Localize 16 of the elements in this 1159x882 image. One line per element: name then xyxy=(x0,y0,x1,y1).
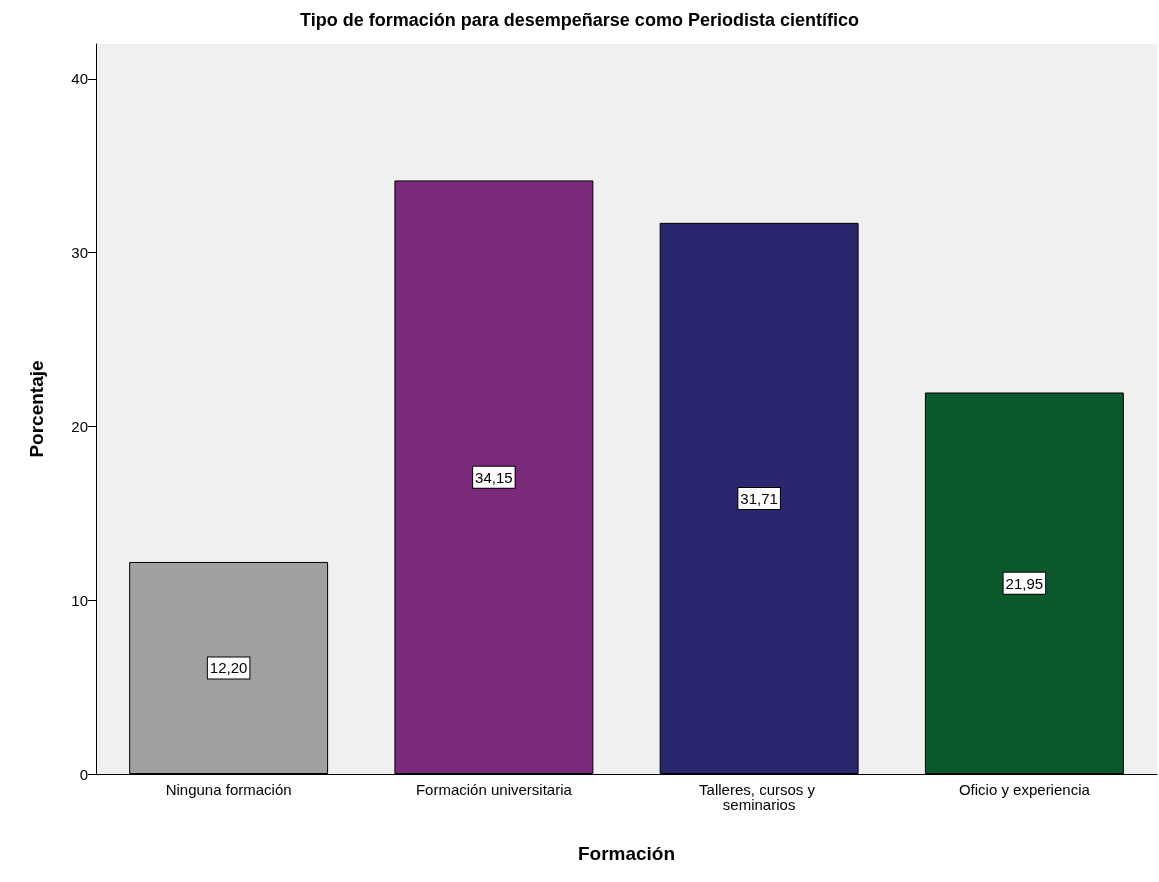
y-tick-label: 40 xyxy=(71,70,88,88)
data-label: 31,71 xyxy=(740,489,778,507)
chart-title: Tipo de formación para desempeñarse como Periodista científico xyxy=(300,10,859,30)
x-tick-label: Oficio y experiencia xyxy=(958,781,1091,798)
data-label: 12,20 xyxy=(209,659,248,677)
x-axis-title: Formación xyxy=(577,843,676,864)
x-tick-label: Talleres, cursos y seminarios xyxy=(699,781,820,813)
x-tick-label: Ninguna formación xyxy=(165,781,292,798)
data-label: 21,95 xyxy=(1005,574,1044,592)
y-tick-label: 30 xyxy=(71,244,88,262)
y-tick-label: 10 xyxy=(71,591,88,609)
y-axis-title: Porcentaje xyxy=(26,360,47,458)
y-tick-label: 0 xyxy=(79,765,88,783)
y-tick-label: 20 xyxy=(71,417,88,435)
x-tick-label: Formación universitaria xyxy=(415,781,573,798)
data-label: 34,15 xyxy=(475,468,513,486)
